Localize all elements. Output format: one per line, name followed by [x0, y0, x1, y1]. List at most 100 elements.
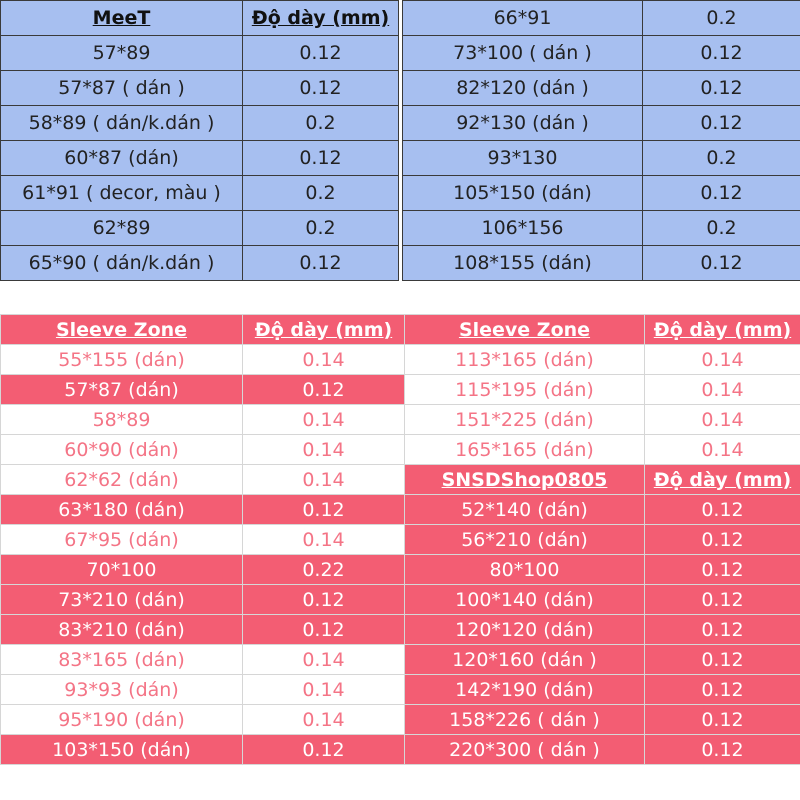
- table-row: 63*180 (dán) 0.12: [0, 494, 405, 525]
- thickness-cell: 0.12: [242, 614, 405, 645]
- table-row: 120*160 (dán ) 0.12: [404, 644, 800, 675]
- thickness-cell: 0.12: [644, 674, 800, 705]
- size-cell: 120*160 (dán ): [404, 644, 645, 675]
- size-cell: 103*150 (dán): [0, 734, 243, 765]
- size-cell: 61*91 ( decor, màu ): [0, 175, 243, 211]
- thickness-cell: 0.14: [644, 374, 800, 405]
- column-header-shop: SNSDShop0805: [404, 464, 645, 495]
- table-row: 82*120 (dán ) 0.12: [402, 70, 800, 106]
- thickness-cell: 0.14: [242, 674, 405, 705]
- column-header-thickness: Độ dày (mm): [644, 464, 800, 495]
- thickness-cell: 0.12: [242, 245, 399, 281]
- table-row: 103*150 (dán) 0.12: [0, 734, 405, 765]
- table-row: 73*210 (dán) 0.12: [0, 584, 405, 615]
- size-cell: 93*130: [402, 140, 643, 176]
- column-header-thickness: Độ dày (mm): [242, 314, 405, 345]
- thickness-cell: 0.12: [242, 374, 405, 405]
- table-header-row: Sleeve Zone Độ dày (mm): [404, 314, 800, 345]
- table-row: 60*90 (dán) 0.14: [0, 434, 405, 465]
- size-cell: 83*210 (dán): [0, 614, 243, 645]
- size-cell: 95*190 (dán): [0, 704, 243, 735]
- size-cell: 82*120 (dán ): [402, 70, 643, 106]
- table-row: 220*300 ( dán ) 0.12: [404, 734, 800, 765]
- thickness-cell: 0.12: [242, 734, 405, 765]
- table-row: 165*165 (dán) 0.14: [404, 434, 800, 465]
- column-header-thickness: Độ dày (mm): [644, 314, 800, 345]
- size-cell: 52*140 (dán): [404, 494, 645, 525]
- size-cell: 115*195 (dán): [404, 374, 645, 405]
- thickness-cell: 0.12: [242, 140, 399, 176]
- table-row: 57*87 (dán) 0.12: [0, 374, 405, 405]
- column-header-size: Sleeve Zone: [404, 314, 645, 345]
- size-cell: 65*90 ( dán/k.dán ): [0, 245, 243, 281]
- thickness-cell: 0.22: [242, 554, 405, 585]
- size-cell: 57*87 ( dán ): [0, 70, 243, 106]
- size-cell: 165*165 (dán): [404, 434, 645, 465]
- table-row: 83*165 (dán) 0.14: [0, 644, 405, 675]
- table-row: 73*100 ( dán ) 0.12: [402, 35, 800, 71]
- table-row: 62*89 0.2: [0, 210, 399, 246]
- size-cell: 73*210 (dán): [0, 584, 243, 615]
- size-cell: 66*91: [402, 0, 643, 36]
- thickness-cell: 0.14: [242, 344, 405, 375]
- size-cell: 57*89: [0, 35, 243, 71]
- thickness-cell: 0.2: [642, 0, 800, 36]
- thickness-cell: 0.12: [242, 70, 399, 106]
- thickness-cell: 0.12: [644, 524, 800, 555]
- table-row: 58*89 0.14: [0, 404, 405, 435]
- thickness-cell: 0.12: [644, 704, 800, 735]
- thickness-cell: 0.12: [644, 494, 800, 525]
- thickness-cell: 0.14: [242, 704, 405, 735]
- size-cell: 142*190 (dán): [404, 674, 645, 705]
- table-row: 113*165 (dán) 0.14: [404, 344, 800, 375]
- thickness-cell: 0.12: [642, 245, 800, 281]
- table-row: 120*120 (dán) 0.12: [404, 614, 800, 645]
- table-row: 83*210 (dán) 0.12: [0, 614, 405, 645]
- size-cell: 100*140 (dán): [404, 584, 645, 615]
- meet-continued-table: 66*91 0.2 73*100 ( dán ) 0.12 82*120 (dá…: [402, 0, 800, 281]
- thickness-cell: 0.14: [242, 524, 405, 555]
- section-divider: [0, 302, 800, 312]
- table-row: 108*155 (dán) 0.12: [402, 245, 800, 281]
- table-row: 70*100 0.22: [0, 554, 405, 585]
- column-header-size: Sleeve Zone: [0, 314, 243, 345]
- size-cell: 73*100 ( dán ): [402, 35, 643, 71]
- table-row: 93*93 (dán) 0.14: [0, 674, 405, 705]
- size-cell: 62*62 (dán): [0, 464, 243, 495]
- thickness-cell: 0.14: [644, 434, 800, 465]
- thickness-cell: 0.12: [644, 734, 800, 765]
- thickness-cell: 0.12: [242, 584, 405, 615]
- size-cell: 60*90 (dán): [0, 434, 243, 465]
- thickness-cell: 0.2: [642, 210, 800, 246]
- thickness-cell: 0.14: [242, 464, 405, 495]
- thickness-cell: 0.12: [644, 644, 800, 675]
- table-row: 52*140 (dán) 0.12: [404, 494, 800, 525]
- size-cell: 58*89 ( dán/k.dán ): [0, 105, 243, 141]
- table-row: 151*225 (dán) 0.14: [404, 404, 800, 435]
- thickness-cell: 0.2: [242, 210, 399, 246]
- thickness-cell: 0.14: [644, 344, 800, 375]
- thickness-cell: 0.2: [642, 140, 800, 176]
- thickness-cell: 0.14: [644, 404, 800, 435]
- size-cell: 80*100: [404, 554, 645, 585]
- column-header-size: MeeT: [0, 0, 243, 36]
- thickness-cell: 0.12: [644, 614, 800, 645]
- size-cell: 70*100: [0, 554, 243, 585]
- table-row: 92*130 (dán ) 0.12: [402, 105, 800, 141]
- table-row: 57*87 ( dán ) 0.12: [0, 70, 399, 106]
- table-row: 105*150 (dán) 0.12: [402, 175, 800, 211]
- size-cell: 55*155 (dán): [0, 344, 243, 375]
- table-row: 106*156 0.2: [402, 210, 800, 246]
- thickness-cell: 0.2: [242, 105, 399, 141]
- thickness-cell: 0.12: [644, 554, 800, 585]
- table-row: 65*90 ( dán/k.dán ) 0.12: [0, 245, 399, 281]
- size-cell: 57*87 (dán): [0, 374, 243, 405]
- size-cell: 106*156: [402, 210, 643, 246]
- size-cell: 60*87 (dán): [0, 140, 243, 176]
- size-cell: 120*120 (dán): [404, 614, 645, 645]
- table-row: 61*91 ( decor, màu ) 0.2: [0, 175, 399, 211]
- table-row: 62*62 (dán) 0.14: [0, 464, 405, 495]
- size-cell: 92*130 (dán ): [402, 105, 643, 141]
- table-row: 95*190 (dán) 0.14: [0, 704, 405, 735]
- size-cell: 58*89: [0, 404, 243, 435]
